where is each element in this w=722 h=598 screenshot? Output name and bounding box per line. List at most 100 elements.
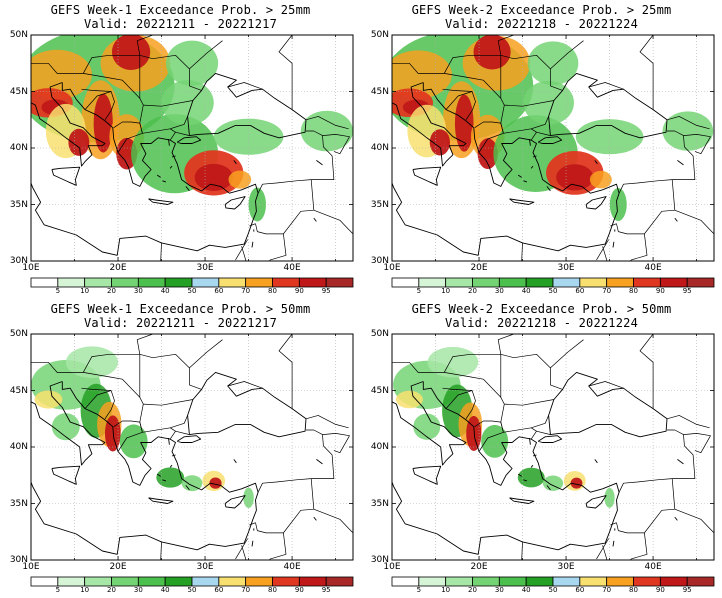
- coastline: [392, 82, 467, 167]
- lat-label: 40N: [370, 143, 389, 153]
- probability-area: [392, 50, 452, 99]
- probability-area: [165, 40, 219, 86]
- colorbar-label: 95: [321, 287, 331, 295]
- lat-label: 35N: [370, 498, 389, 509]
- map-panel-p4: GEFS Week-2 Exceedance Prob. > 50mm Valid…: [361, 299, 722, 598]
- country-border: [278, 334, 293, 409]
- country-border: [31, 334, 153, 373]
- lon-label: 30E: [557, 562, 575, 572]
- coastline: [412, 166, 442, 186]
- lat-label: 50N: [370, 30, 389, 40]
- colorbar-swatch: [191, 576, 220, 587]
- colorbar-swatch: [111, 576, 139, 587]
- country-border: [313, 508, 353, 534]
- map-panel-p3: GEFS Week-1 Exceedance Prob. > 50mm Valid…: [0, 299, 361, 598]
- probability-area: [662, 111, 714, 151]
- colorbar: [30, 576, 354, 587]
- coastline: [148, 198, 174, 205]
- coastline: [530, 165, 534, 169]
- coastline: [313, 217, 317, 222]
- colorbar-label: 20: [468, 287, 477, 295]
- colorbar-label: 40: [521, 586, 531, 594]
- probability-map: [391, 34, 715, 262]
- country-border: [588, 381, 624, 389]
- coastline: [677, 160, 684, 166]
- coastline: [537, 136, 563, 144]
- colorbar-swatch: [445, 277, 473, 288]
- colorbar-swatch: [606, 576, 634, 587]
- coastline: [185, 186, 190, 192]
- lon-label: 40E: [644, 562, 662, 572]
- panel-title: GEFS Week-1 Exceedance Prob. > 25mm: [50, 3, 311, 17]
- country-border: [445, 390, 473, 409]
- country-border: [596, 239, 610, 261]
- probability-area: [477, 138, 498, 169]
- probability-area: [589, 170, 612, 189]
- coastline: [523, 479, 528, 482]
- colorbar-swatch: [57, 576, 86, 587]
- colorbar-label: 20: [107, 586, 116, 594]
- lon-label: 30E: [196, 562, 214, 572]
- colorbar-swatch: [418, 277, 447, 288]
- probability-area: [570, 477, 583, 489]
- country-border: [241, 246, 247, 261]
- coastline: [31, 82, 259, 256]
- probability-area: [31, 49, 92, 100]
- colorbar-label: 80: [629, 586, 638, 594]
- country-border: [392, 35, 514, 74]
- colorbar-label: 50: [548, 287, 558, 295]
- colorbar-swatch: [686, 277, 715, 288]
- colorbar-label: 40: [160, 586, 170, 594]
- coastline: [548, 72, 668, 139]
- colorbar-label: 10: [80, 586, 90, 594]
- coastline: [509, 198, 535, 205]
- lat-label: 30N: [370, 555, 389, 565]
- coastline: [171, 454, 176, 457]
- lat-label: 50N: [9, 329, 28, 339]
- lat-label: 50N: [9, 30, 28, 40]
- coastline: [612, 540, 615, 547]
- colorbar-swatch: [579, 576, 608, 587]
- probability-area: [413, 413, 441, 440]
- coastline: [585, 495, 607, 509]
- lat-label: 35N: [9, 498, 28, 509]
- country-border: [550, 40, 584, 70]
- coastline: [529, 138, 531, 146]
- lon-label: 10E: [22, 562, 40, 572]
- probability-area: [68, 128, 90, 156]
- colorbar-swatch: [218, 576, 247, 587]
- coastline: [187, 72, 307, 139]
- coastline: [148, 497, 174, 504]
- country-border: [227, 82, 263, 90]
- coastline: [316, 459, 323, 465]
- coastline: [224, 196, 246, 210]
- colorbar-swatch: [633, 576, 661, 587]
- country-border: [629, 532, 648, 560]
- colorbar-swatch: [111, 277, 139, 288]
- country-border: [189, 40, 223, 70]
- country-border: [322, 134, 350, 155]
- coastline: [316, 160, 323, 166]
- lat-label: 45N: [9, 385, 28, 396]
- coastline: [509, 497, 535, 504]
- colorbar-swatch: [418, 576, 447, 587]
- coastline: [156, 174, 161, 178]
- country-border: [392, 334, 514, 373]
- colorbar-swatch: [57, 277, 86, 288]
- coastline: [594, 459, 598, 464]
- probability-area: [604, 487, 615, 508]
- country-border: [683, 433, 711, 454]
- country-border: [322, 433, 350, 454]
- coastline: [674, 516, 678, 521]
- country-border: [84, 390, 112, 409]
- probability-area: [194, 163, 233, 191]
- lon-label: 30E: [557, 263, 575, 273]
- probability-area: [65, 346, 119, 379]
- coastline: [517, 473, 522, 477]
- colorbar-swatch: [298, 277, 327, 288]
- country-border: [313, 209, 353, 235]
- country-border: [504, 399, 554, 406]
- colorbar-label: 70: [602, 586, 612, 594]
- probability-area: [575, 119, 644, 155]
- country-border: [550, 339, 584, 369]
